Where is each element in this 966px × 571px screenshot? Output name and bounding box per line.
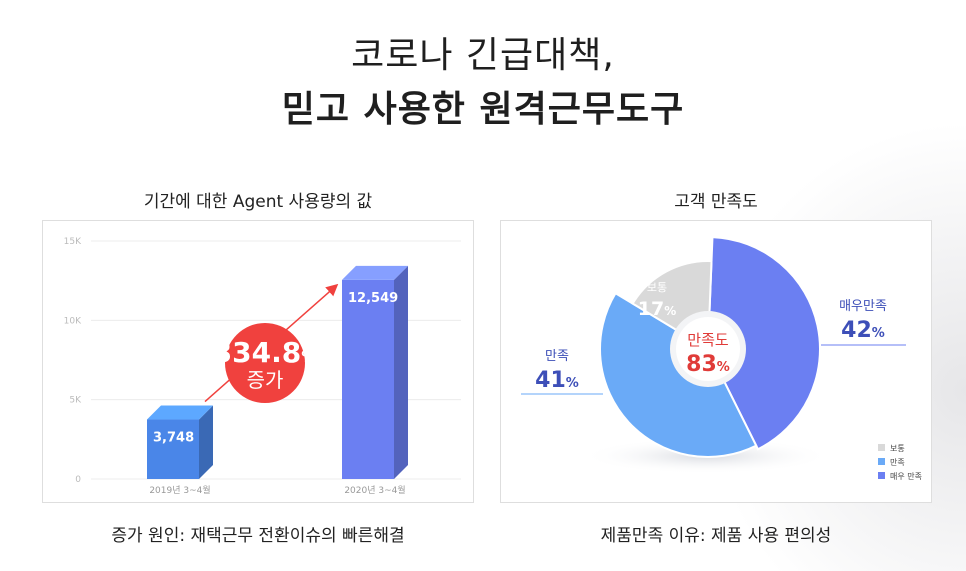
growth-label: 증가 — [247, 368, 284, 392]
legend-swatch — [878, 444, 885, 451]
bar — [147, 419, 199, 479]
legend-swatch — [878, 472, 885, 479]
pie-chart-panel: 매우만족 42% 만족 41% 보통 17% 만족도 83% 보통 만족 매우 만족 — [500, 220, 932, 503]
pie-center-disc — [676, 317, 740, 381]
growth-circle — [225, 323, 305, 403]
y-tick-label: 10K — [64, 316, 82, 326]
x-tick-label: 2019년 3~4월 — [149, 484, 210, 496]
slice-label: 매우만족 — [839, 299, 887, 314]
y-tick-label: 0 — [75, 475, 81, 485]
slice-label: 만족 — [545, 349, 569, 364]
bar — [342, 279, 394, 479]
bar-chart-caption: 증가 원인: 재택근무 전환이슈의 빠른해결 — [111, 526, 405, 546]
x-tick-label: 2020년 3~4월 — [344, 484, 405, 496]
slice-value: 17% — [638, 298, 676, 320]
growth-percent-label: 334.8% — [213, 336, 318, 369]
slice-value: 41% — [535, 368, 579, 393]
bar-side — [394, 265, 408, 479]
pie-center-value: 83% — [686, 352, 730, 377]
bar-chart: 0 5K 10K 15K 3,748 2019년 3~4월 12,549 2020년 3~4… — [64, 237, 461, 496]
pie-chart-title: 고객 만족도 — [674, 192, 758, 212]
page-title-line2: 믿고 사용한 원격근무도구 — [281, 89, 685, 130]
y-tick-label: 5K — [69, 396, 82, 406]
slice-label: 보통 — [647, 281, 667, 294]
bar-chart-panel: 0 5K 10K 15K 3,748 2019년 3~4월 12,549 2020년 3~4… — [42, 220, 474, 503]
bar-value-label: 3,748 — [153, 431, 194, 446]
pie-center-label: 만족도 — [687, 331, 729, 349]
legend-swatch — [878, 458, 885, 465]
legend-label: 만족 — [890, 458, 905, 467]
legend-label: 보통 — [890, 444, 905, 453]
bar-top — [147, 405, 213, 420]
legend-label: 매우 만족 — [890, 472, 922, 481]
bar-top — [342, 265, 408, 280]
pie-slice — [599, 291, 758, 458]
y-tick-label: 15K — [64, 237, 82, 247]
pie-chart-caption: 제품만족 이유: 제품 사용 편의성 — [600, 526, 832, 546]
bar-value-label: 12,549 — [348, 291, 398, 306]
slice-value: 42% — [841, 318, 885, 343]
pie-slice — [706, 236, 821, 451]
page-title-line1: 코로나 긴급대책, — [351, 35, 615, 76]
bar-side — [199, 405, 213, 479]
bar-chart-title: 기간에 대한 Agent 사용량의 값 — [143, 192, 373, 212]
